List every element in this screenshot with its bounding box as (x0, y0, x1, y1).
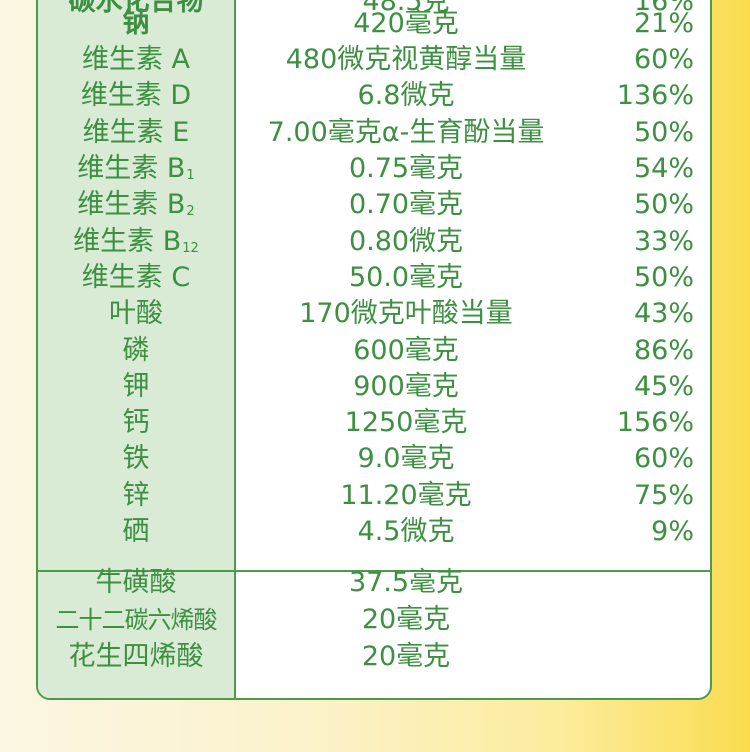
nutrient-amount: 900毫克 (353, 371, 459, 402)
nutrient-amount: 9.0毫克 (357, 443, 455, 474)
nutrient-percent: 156% (616, 407, 694, 438)
nutrient-percent: 16% (633, 0, 694, 17)
nutrition-table: 碳水化合物 48.5克 16% 钠 420毫克 21% 维生素 A 480微克视黄醇当量 60%… (36, 0, 712, 700)
nutrient-amount: 0.75毫克 (348, 153, 464, 184)
nutrient-amount: 20毫克 (361, 641, 451, 672)
nutrient-amount: 37.5毫克 (348, 567, 464, 598)
name-column-bg-extra (38, 572, 234, 698)
nutrient-name: 维生素 D (80, 80, 192, 111)
nutrient-amount: 4.5微克 (357, 516, 455, 547)
nutrient-percent: 33% (633, 226, 694, 257)
table-row: 磷 600毫克 86% (38, 333, 710, 369)
table-row: 碳水化合物 48.5克 16% (38, 0, 710, 20)
nutrient-name: 磷 (122, 335, 150, 366)
nutrient-amount: 600毫克 (353, 335, 459, 366)
nutrient-amount: 50.0毫克 (348, 262, 464, 293)
nutrient-amount: 48.5克 (362, 0, 450, 17)
nutrient-name: 硒 (122, 516, 150, 547)
nutrient-amount: 20毫克 (361, 604, 451, 635)
nutrient-name: 叶酸 (109, 298, 163, 329)
section-divider (38, 570, 710, 572)
nutrient-percent: 9% (651, 516, 694, 547)
nutrient-name: 维生素 C (81, 262, 191, 293)
nutrient-amount: 420毫克 (353, 8, 459, 39)
nutrient-percent: 21% (633, 8, 694, 39)
table-row: 维生素 C 50.0毫克 50% (38, 260, 710, 296)
table-row-extra: 牛磺酸 37.5毫克 (38, 565, 710, 601)
table-row: 维生素 E 7.00毫克α-生育酚当量 50% (38, 115, 710, 151)
table-row: 钙 1250毫克 156% (38, 405, 710, 441)
nutrient-percent: 60% (633, 443, 694, 474)
nutrient-name: 花生四烯酸 (68, 641, 204, 672)
nutrient-percent: 50% (633, 189, 694, 220)
nutrient-amount: 480微克视黄醇当量 (285, 44, 527, 75)
nutrient-percent: 54% (633, 153, 694, 184)
name-column-bg (38, 0, 234, 570)
nutrient-subscript: 12 (182, 241, 199, 256)
table-row: 维生素 A 480微克视黄醇当量 60% (38, 42, 710, 78)
table-row: 钾 900毫克 45% (38, 369, 710, 405)
nutrient-name: 铁 (122, 443, 150, 474)
table-row: 维生素 D 6.8微克 136% (38, 78, 710, 114)
nutrient-percent: 50% (633, 262, 694, 293)
nutrient-subscript: 1 (186, 168, 195, 183)
table-row: 维生素 B12 0.80微克 33% (38, 224, 710, 260)
column-divider (234, 0, 236, 698)
nutrient-percent: 60% (633, 44, 694, 75)
nutrient-name: 碳水化合物 (68, 0, 204, 17)
nutrient-percent: 136% (616, 80, 694, 111)
nutrient-name: 钠 (122, 8, 150, 39)
nutrient-amount: 0.70毫克 (348, 189, 464, 220)
nutrient-amount: 7.00毫克α-生育酚当量 (267, 117, 545, 148)
nutrient-name: 钾 (122, 371, 150, 402)
table-row: 铁 9.0毫克 60% (38, 441, 710, 477)
nutrient-percent: 75% (633, 480, 694, 511)
table-row-extra: 花生四烯酸 20毫克 (38, 639, 710, 675)
nutrient-name: 二十二碳六烯酸 (55, 606, 218, 634)
nutrient-name: 维生素 B1 (77, 153, 195, 184)
nutrient-percent: 50% (633, 117, 694, 148)
table-row-extra: 二十二碳六烯酸 20毫克 (38, 602, 710, 638)
nutrient-name: 维生素 B2 (77, 189, 195, 220)
nutrient-amount: 170微克叶酸当量 (299, 298, 513, 329)
nutrient-percent: 43% (633, 298, 694, 329)
table-row: 维生素 B2 0.70毫克 50% (38, 187, 710, 223)
table-row: 硒 4.5微克 9% (38, 514, 710, 550)
nutrient-name: 维生素 B12 (73, 226, 199, 257)
nutrient-name: 钙 (122, 407, 150, 438)
table-row: 锌 11.20毫克 75% (38, 478, 710, 514)
nutrient-amount: 11.20毫克 (340, 480, 472, 511)
nutrient-name: 维生素 A (81, 44, 191, 75)
table-row: 叶酸 170微克叶酸当量 43% (38, 296, 710, 332)
nutrient-subscript: 2 (186, 204, 195, 219)
nutrient-name: 牛磺酸 (95, 567, 177, 598)
nutrient-amount: 6.8微克 (357, 80, 455, 111)
nutrient-percent: 45% (633, 371, 694, 402)
table-row: 钠 420毫克 21% (38, 6, 710, 42)
nutrient-amount: 1250毫克 (344, 407, 468, 438)
table-row: 维生素 B1 0.75毫克 54% (38, 151, 710, 187)
nutrient-amount: 0.80微克 (348, 226, 464, 257)
nutrient-name: 锌 (122, 480, 150, 511)
nutrient-percent: 86% (633, 335, 694, 366)
nutrient-name: 维生素 E (82, 117, 190, 148)
